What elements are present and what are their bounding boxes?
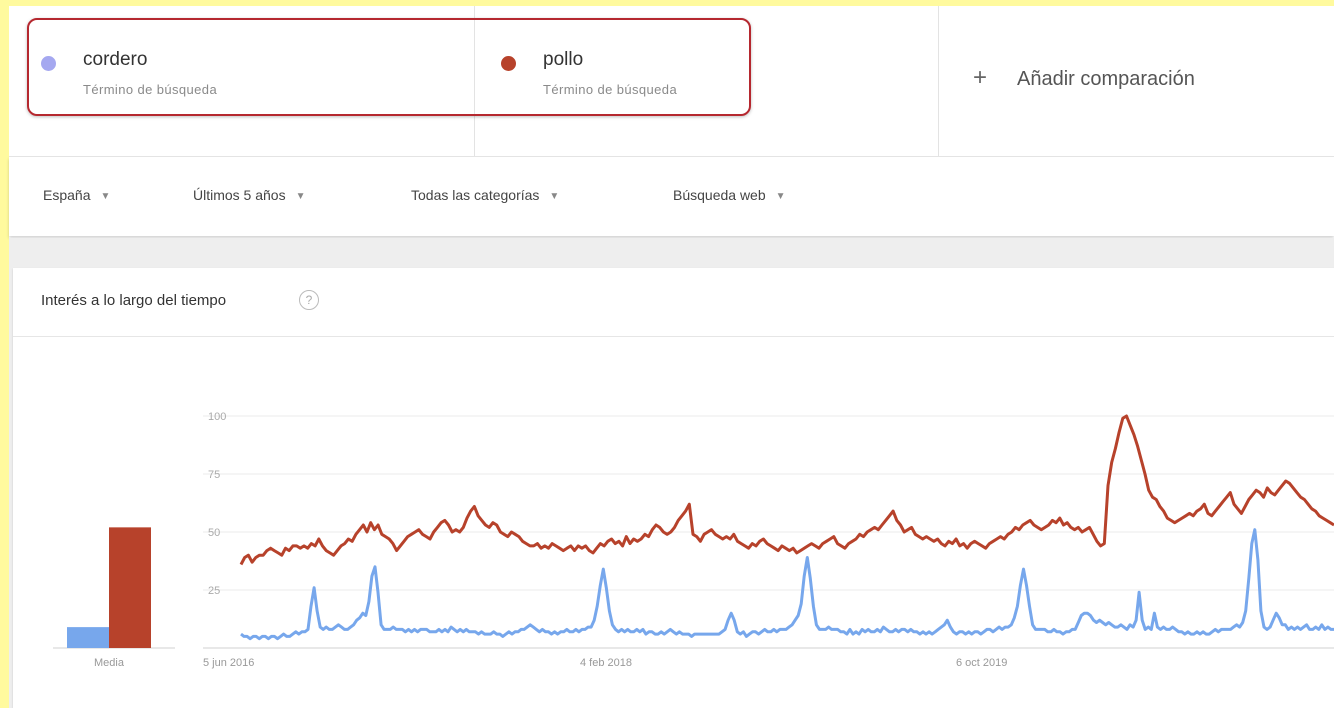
add-comparison-label: Añadir comparación (1017, 68, 1195, 90)
average-label: Media (94, 657, 125, 669)
series-line-pollo (239, 414, 1334, 566)
filter-search-type[interactable]: Búsqueda web ▼ (673, 187, 786, 203)
filter-region[interactable]: España ▼ (43, 187, 110, 203)
y-tick-label: 100 (208, 411, 226, 423)
help-icon[interactable]: ? (299, 290, 319, 310)
comparison-bar: cordero Término de búsqueda pollo Términ… (9, 6, 1334, 157)
y-tick-label: 25 (208, 585, 220, 597)
divider (938, 6, 939, 156)
divider (474, 6, 475, 156)
y-tick-label: 75 (208, 469, 220, 481)
search-term-type: Término de búsqueda (83, 82, 218, 97)
filter-label: España (43, 187, 91, 203)
filter-time-range[interactable]: Últimos 5 años ▼ (193, 187, 306, 203)
filter-label: Últimos 5 años (193, 187, 286, 203)
dropdown-arrow-icon: ▼ (549, 191, 560, 202)
series-color-dot (41, 56, 56, 71)
average-bar-cordero (67, 627, 109, 648)
interest-over-time-card: Interés a lo largo del tiempo ? 100 75 50 2… (13, 268, 1334, 708)
search-term-type: Término de búsqueda (543, 82, 678, 97)
plus-icon: + (973, 64, 988, 91)
add-comparison-button[interactable]: + Añadir comparación (973, 64, 1195, 92)
line-chart[interactable]: 100 75 50 25 5 jun 2016 4 feb 2018 6 oct 2019 M… (13, 268, 1334, 708)
highlight-box (27, 18, 751, 116)
divider (13, 336, 1334, 337)
highlight-frame-left (0, 0, 9, 708)
dropdown-arrow-icon: ▼ (295, 191, 306, 202)
highlight-frame-top (0, 0, 1334, 6)
series-line-cordero (240, 528, 1334, 641)
x-tick-label: 5 jun 2016 (203, 657, 254, 669)
series-color-dot (501, 56, 516, 71)
x-tick-label: 4 feb 2018 (580, 657, 632, 669)
filter-bar: España ▼ Últimos 5 años ▼ Todas las catego… (9, 157, 1334, 236)
search-term-name[interactable]: cordero (83, 49, 148, 70)
card-title: Interés a lo largo del tiempo (41, 292, 227, 309)
dropdown-arrow-icon: ▼ (775, 191, 786, 202)
filter-label: Búsqueda web (673, 187, 766, 203)
average-bar-pollo (109, 527, 151, 648)
dropdown-arrow-icon: ▼ (100, 191, 111, 202)
filter-label: Todas las categorías (411, 187, 540, 203)
search-term-name[interactable]: pollo (543, 49, 584, 70)
filter-category[interactable]: Todas las categorías ▼ (411, 187, 559, 203)
x-tick-label: 6 oct 2019 (956, 657, 1007, 669)
y-tick-label: 50 (208, 527, 220, 539)
